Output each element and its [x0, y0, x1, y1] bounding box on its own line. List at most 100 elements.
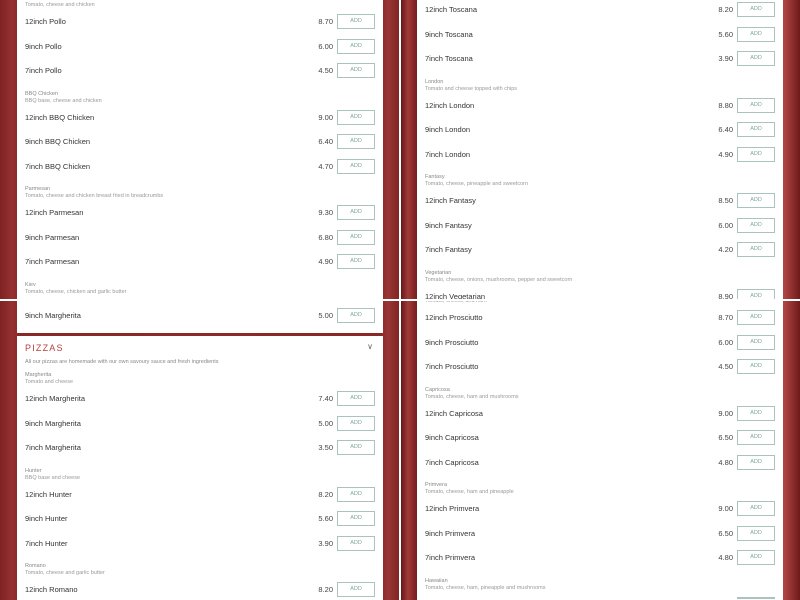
menu-item-row: 9inch Margherita 5.00 ADD	[17, 412, 383, 437]
add-button[interactable]: ADD	[737, 122, 775, 137]
chevron-down-icon[interactable]: ∨	[367, 342, 373, 351]
group-description: Tomato, cheese and chicken	[25, 2, 95, 8]
menu-item-row: 9inch Parmesan 6.80 ADD	[17, 226, 383, 251]
item-price: 6.40	[318, 137, 333, 146]
item-price: 3.90	[318, 538, 333, 548]
item-name: 12inch Romano	[25, 585, 78, 594]
menu-list: Tomato, cheese and ham 12inch Prosciutto 8…	[417, 300, 783, 600]
item-name: 12inch BBQ Chicken	[25, 112, 95, 122]
add-button[interactable]: ADD	[737, 2, 775, 17]
menu-item-row: 12inch Parmesan 9.30 ADD	[17, 201, 383, 226]
group-name: Margherita	[25, 372, 52, 378]
item-price: 6.80	[318, 232, 333, 242]
pizza-group-header: Capricosa Tomato, cheese, ham and mushroo…	[417, 380, 783, 402]
item-name: 7inch Prosciutto	[425, 362, 479, 371]
menu-item-row: 9inch Capricosa 6.50 ADD	[417, 426, 783, 451]
add-button[interactable]: ADD	[337, 38, 375, 54]
section-header-pizzas[interactable]: PIZZAS ∨ All our pizzas are homemade with …	[17, 336, 383, 365]
item-name: 12inch Hunter	[25, 489, 72, 499]
add-button[interactable]: ADD	[337, 63, 375, 78]
item-name: 7inch Hunter	[25, 538, 68, 548]
add-button[interactable]: ADD	[737, 217, 775, 233]
pizza-group-header: BBQ Chicken BBQ base, cheese and chicken	[17, 84, 383, 106]
group-description: Tomato, cheese and ham	[425, 300, 487, 304]
item-price: 8.50	[718, 196, 733, 205]
add-button[interactable]: ADD	[737, 405, 775, 421]
menu-panel: 12inch Toscana 8.20 ADD 9inch Toscana 5.60 AD…	[400, 0, 800, 300]
item-name: 12inch London	[425, 100, 475, 110]
add-button[interactable]: ADD	[337, 229, 375, 245]
add-button[interactable]: ADD	[337, 391, 375, 406]
item-name: 12inch Toscana	[425, 5, 477, 14]
menu-item-row: 7inch London 4.90 ADD	[417, 143, 783, 168]
add-button[interactable]: ADD	[737, 454, 775, 470]
add-button[interactable]: ADD	[337, 535, 375, 551]
add-button[interactable]: ADD	[337, 440, 375, 455]
menu-item-row: 7inch Hunter 3.90 ADD	[17, 532, 383, 557]
pizza-group-header: Tomato, cheese and ham	[417, 300, 783, 306]
pizza-group-header: Kiev Tomato, cheese, chicken and garlic b…	[17, 275, 383, 297]
menu-item-row: 12inch Hunter 8.20 ADD	[17, 483, 383, 508]
group-name: Hawaiian	[425, 577, 448, 584]
pizza-group-header: Fantasy Tomato, cheese, pineapple and swe…	[417, 167, 783, 189]
item-price: 6.00	[718, 337, 733, 347]
add-button[interactable]: ADD	[337, 415, 375, 431]
add-button[interactable]: ADD	[337, 582, 375, 597]
add-button[interactable]: ADD	[737, 310, 775, 325]
menu-item-row: 7inch Margherita 3.50 ADD	[17, 436, 383, 461]
menu-item-row: 9inch London 6.40 ADD	[417, 118, 783, 143]
add-button[interactable]: ADD	[737, 51, 775, 66]
add-button[interactable]: ADD	[737, 525, 775, 541]
add-button[interactable]: ADD	[337, 254, 375, 269]
menu-list: PIZZAS ∨ All our pizzas are homemade with …	[17, 336, 383, 600]
menu-card: 12inch Toscana 8.20 ADD 9inch Toscana 5.60 AD…	[417, 0, 783, 300]
item-name: 12inch Parmesan	[25, 208, 84, 217]
menu-item-row: 9inch Hunter 5.60 ADD	[17, 507, 383, 532]
menu-list: 12inch Toscana 8.20 ADD 9inch Toscana 5.60 AD…	[417, 0, 783, 300]
add-button[interactable]: ADD	[737, 550, 775, 565]
add-button[interactable]: ADD	[737, 242, 775, 257]
item-price: 4.50	[318, 66, 333, 75]
menu-item-row: 9inch Primvera 6.50 ADD	[417, 522, 783, 547]
pizza-group-header: Romano Tomato, cheese and garlic butter	[17, 556, 383, 578]
add-button[interactable]: ADD	[337, 158, 375, 174]
menu-item-row: 9inch Fantasy 6.00 ADD	[417, 214, 783, 239]
item-price: 5.60	[718, 29, 733, 39]
menu-item-row: 7inch Capricosa 4.80 ADD	[417, 451, 783, 476]
group-description: Tomato, cheese, pineapple and sweetcorn	[425, 181, 529, 187]
item-name: 9inch London	[425, 125, 471, 134]
add-button[interactable]: ADD	[337, 308, 375, 323]
add-button[interactable]: ADD	[337, 109, 375, 125]
add-button[interactable]: ADD	[337, 205, 375, 220]
add-button[interactable]: ADD	[337, 14, 375, 29]
add-button[interactable]: ADD	[737, 334, 775, 350]
item-name: 9inch Toscana	[425, 29, 473, 39]
add-button[interactable]: ADD	[737, 359, 775, 374]
add-button[interactable]: ADD	[737, 596, 775, 599]
menu-item-row: 12inch Vegetarian 8.90 ADD	[417, 285, 783, 300]
item-price: 9.00	[718, 408, 733, 418]
menu-item-row: 12inch Primvera 9.00 ADD	[417, 497, 783, 522]
menu-item-row: 9inch Prosciutto 6.00 ADD	[417, 331, 783, 356]
group-name: BBQ Chicken	[25, 90, 59, 97]
add-button[interactable]: ADD	[737, 501, 775, 516]
add-button[interactable]: ADD	[737, 146, 775, 162]
menu-item-row: 12inch BBQ Chicken 9.00 ADD	[17, 106, 383, 131]
add-button[interactable]: ADD	[737, 193, 775, 208]
group-description: Tomato, cheese, chicken and garlic butte…	[25, 288, 127, 295]
item-price: 4.90	[318, 257, 333, 266]
add-button[interactable]: ADD	[737, 288, 775, 300]
menu-item-row: 7inch BBQ Chicken 4.70 ADD	[17, 155, 383, 180]
add-button[interactable]: ADD	[337, 511, 375, 526]
add-button[interactable]: ADD	[737, 26, 775, 42]
group-name: Capricosa	[425, 386, 450, 393]
item-price: 8.80	[718, 100, 733, 110]
add-button[interactable]: ADD	[737, 97, 775, 113]
group-name: Fantasy	[425, 174, 445, 180]
add-button[interactable]: ADD	[737, 430, 775, 445]
add-button[interactable]: ADD	[337, 134, 375, 149]
add-button[interactable]: ADD	[337, 486, 375, 502]
group-name: Primvera	[425, 482, 448, 488]
item-price: 6.00	[318, 41, 333, 51]
